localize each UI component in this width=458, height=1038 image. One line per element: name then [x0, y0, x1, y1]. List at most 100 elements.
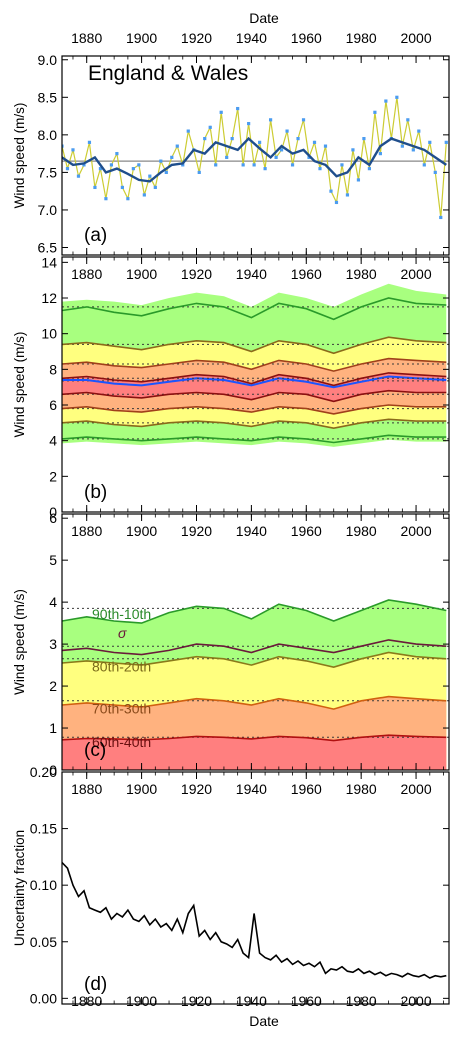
annual-point [148, 174, 152, 178]
band-label: σ [118, 625, 127, 641]
x-tick-label-inner: 2000 [400, 266, 431, 282]
x-tick-label-inner: 1980 [346, 523, 377, 539]
annual-point [301, 118, 306, 122]
annual-point [433, 170, 437, 174]
x-tick-label-inner: 1920 [181, 523, 212, 539]
annual-point [126, 197, 130, 201]
annual-point [153, 185, 157, 190]
plot-area-2 [62, 599, 449, 770]
annual-point [296, 137, 300, 141]
annual-point [312, 140, 317, 144]
annual-point [87, 140, 92, 144]
x-tick-label-inner: 2000 [400, 523, 431, 539]
x-tick-label-bottom: 1880 [71, 993, 102, 1009]
bottom-date-label: Date [249, 1013, 279, 1029]
annual-point [362, 137, 366, 141]
x-tick-label-top: 1940 [236, 30, 267, 46]
y-tick-label: 0.15 [30, 821, 57, 837]
percentile-line-30th [62, 404, 447, 415]
annual-point [164, 170, 168, 174]
band-line-sigma [62, 639, 447, 656]
x-tick-label-top: 1960 [291, 30, 322, 46]
annual-point [225, 155, 229, 159]
panel-letter: (c) [84, 740, 106, 761]
annual-point [137, 163, 141, 167]
y-tick-label: 2 [49, 678, 57, 694]
annual-point [384, 99, 388, 103]
annual-point [307, 155, 311, 159]
annual-point [203, 137, 207, 141]
annual-point [65, 167, 70, 171]
x-tick-label-inner: 1880 [71, 266, 102, 282]
y-tick-label: 6.5 [38, 239, 58, 255]
y-tick-label: 2 [49, 468, 57, 484]
percentile-line-90th [62, 297, 447, 321]
panel-letter: (d) [84, 974, 107, 995]
panel-d: 0.00 0.05 0.10 0.15 0.20 1880 1900 1920 1940 1960… [12, 764, 450, 1009]
y-tick-label: 0.20 [30, 764, 57, 780]
annual-point [131, 167, 135, 171]
y-tick-label: 10 [41, 326, 57, 342]
annual-point [345, 193, 350, 197]
annual-point [219, 110, 223, 114]
annual-point [285, 129, 289, 133]
y-tick-label: 6 [49, 510, 57, 526]
x-tick-label-bottom: 1980 [346, 993, 377, 1009]
percentile-line-20th [62, 418, 447, 430]
percentile-line-40th [62, 389, 447, 403]
annual-point [252, 163, 256, 167]
x-tick-label-top: 1900 [126, 30, 157, 46]
annual-point [181, 163, 185, 167]
annual-point [186, 129, 190, 133]
annual-point [318, 167, 322, 171]
annual-point [373, 110, 377, 114]
annual-point [378, 152, 382, 156]
band-line-90th-10th [62, 599, 447, 624]
annual-point [230, 137, 234, 141]
annual-point [98, 167, 103, 171]
x-tick-label-bottom: 1940 [236, 993, 267, 1009]
annual-point [104, 197, 108, 201]
annual-point [428, 140, 432, 144]
annual-point [439, 215, 443, 220]
x-tick-label-inner: 1880 [71, 781, 102, 797]
band-label: 70th-30th [92, 700, 151, 716]
annual-point [367, 167, 372, 171]
y-tick-label: 0 [49, 504, 57, 520]
x-tick-label-top: 1920 [181, 30, 212, 46]
y-tick-label: 8.5 [38, 89, 58, 105]
annual-point [279, 148, 284, 152]
annual-point [329, 189, 333, 193]
x-tick-label-inner: 1960 [291, 266, 322, 282]
y-axis-label: Wind speed (m/s) [12, 332, 27, 438]
annual-point [351, 148, 355, 152]
x-tick-label-top: 1880 [71, 30, 102, 46]
x-tick-label-bottom: 1960 [291, 993, 322, 1009]
annual-point [142, 193, 146, 197]
y-tick-label: 3 [49, 636, 57, 652]
x-tick-label-inner: 1960 [291, 523, 322, 539]
percentile-line-mean [62, 375, 447, 389]
y-tick-label: 14 [41, 254, 57, 270]
band-label: 90th-10th [92, 606, 151, 622]
x-tick-label-inner: 1940 [236, 266, 267, 282]
annual-point [290, 163, 295, 167]
band-60th-40th [62, 735, 447, 770]
x-tick-label-bottom: 2000 [400, 993, 431, 1009]
panel-title: England & Wales [88, 62, 248, 85]
panel-letter: (b) [84, 482, 107, 503]
percentile-line-70th [62, 357, 447, 372]
x-tick-label-inner: 1880 [71, 523, 102, 539]
x-tick-label-inner: 1920 [181, 781, 212, 797]
annual-point [340, 163, 344, 167]
plot-area-1 [62, 283, 449, 447]
annual-point [120, 185, 124, 190]
y-tick-label: 8.0 [38, 127, 58, 143]
y-tick-label: 0.05 [30, 934, 57, 950]
axes-frame [61, 513, 450, 771]
y-tick-label: 0.00 [30, 990, 57, 1006]
annual-point [268, 118, 273, 122]
annual-point [274, 155, 278, 159]
x-tick-label-top: 2000 [400, 30, 431, 46]
